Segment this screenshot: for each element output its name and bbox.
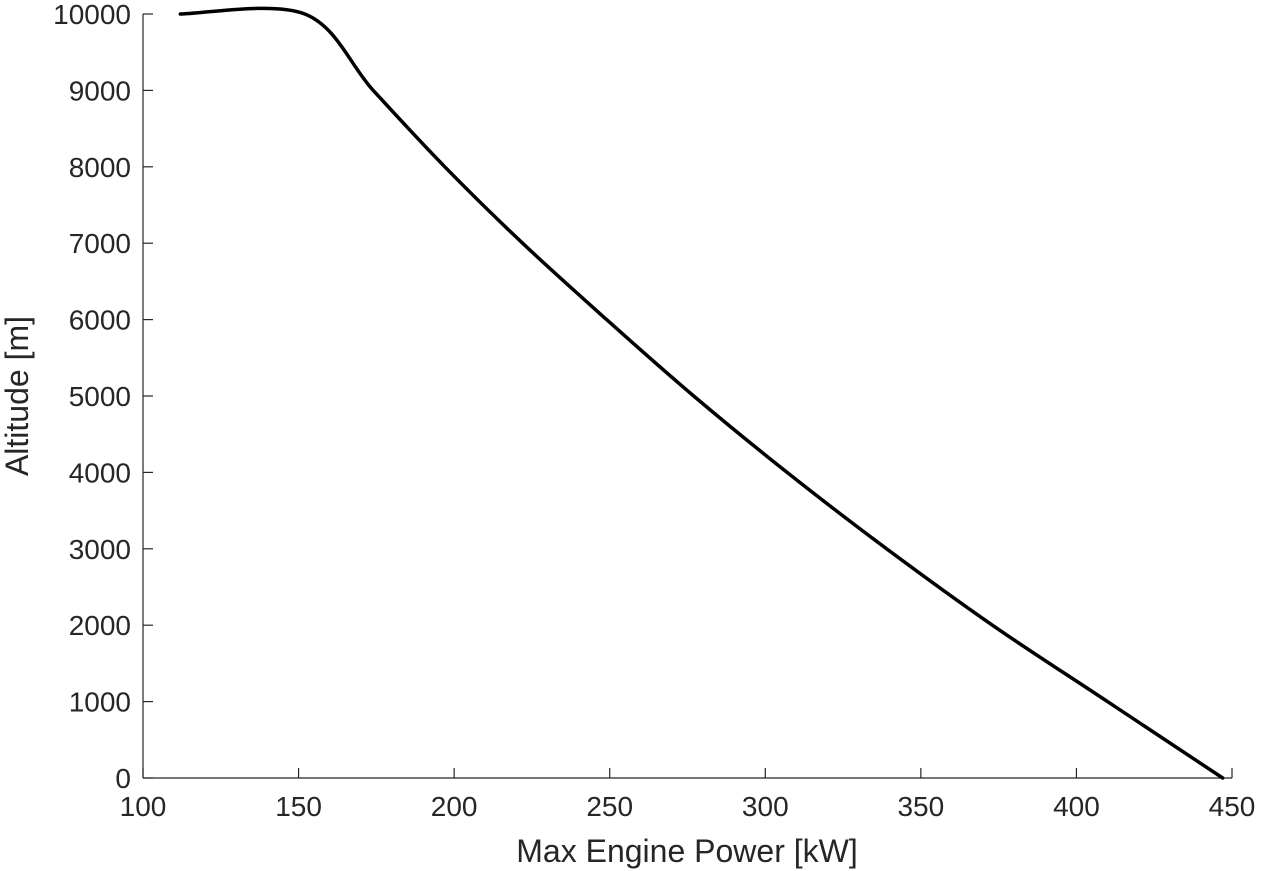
y-tick-label: 3000 <box>69 534 131 565</box>
x-tick-label: 100 <box>120 791 167 822</box>
y-axis-label: Altitude [m] <box>0 316 35 476</box>
x-axis-ticks: 100 150 200 250 300 350 400 450 <box>120 768 1256 822</box>
y-tick-label: 5000 <box>69 381 131 412</box>
x-tick-label: 250 <box>586 791 633 822</box>
x-tick-label: 200 <box>431 791 478 822</box>
x-tick-label: 350 <box>897 791 944 822</box>
y-tick-label: 1000 <box>69 687 131 718</box>
y-tick-label: 2000 <box>69 610 131 641</box>
x-tick-label: 300 <box>742 791 789 822</box>
series-line <box>178 6 1225 780</box>
y-tick-label: 4000 <box>69 457 131 488</box>
y-axis-ticks: 0 1000 2000 3000 4000 5000 6000 7000 8000 9000 100… <box>53 0 153 794</box>
x-tick-label: 450 <box>1209 791 1256 822</box>
x-tick-label: 150 <box>275 791 322 822</box>
y-tick-label: 0 <box>115 763 131 794</box>
y-tick-label: 7000 <box>69 228 131 259</box>
y-tick-label: 9000 <box>69 75 131 106</box>
y-tick-label: 6000 <box>69 305 131 336</box>
plot-area: 100 150 200 250 300 350 400 450 0 1000 2000 3000 40… <box>53 0 1255 822</box>
x-axis-label: Max Engine Power [kW] <box>516 833 857 869</box>
y-tick-label: 8000 <box>69 152 131 183</box>
y-tick-label: 10000 <box>53 0 131 30</box>
x-tick-label: 400 <box>1053 791 1100 822</box>
